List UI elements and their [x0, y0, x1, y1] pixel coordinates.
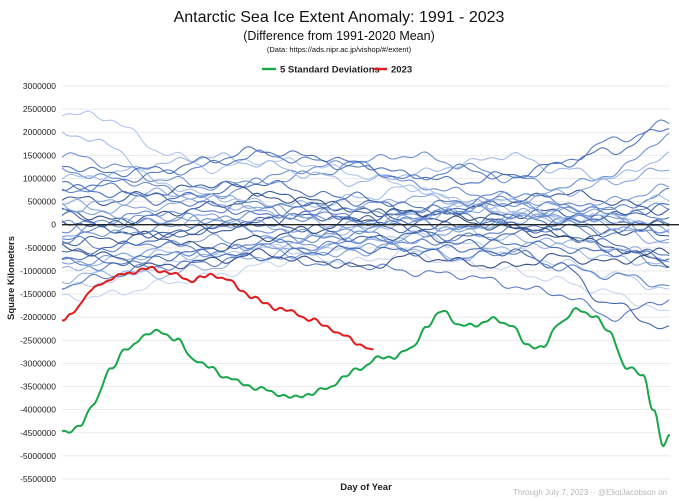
y-axis-label: Square Kilometers	[6, 236, 17, 320]
y-tick-label: 2500000	[23, 104, 56, 114]
chart-source: (Data: https://ads.nipr.ac.jp/vishop/#/e…	[267, 45, 412, 54]
year-line-2013	[61, 119, 670, 194]
y-tick-label: -1000000	[20, 266, 56, 276]
year-line-2011	[61, 237, 670, 285]
chart-subtitle: (Difference from 1991-2020 Mean)	[243, 29, 435, 43]
year-line-1994	[61, 188, 670, 272]
y-tick-label: 0	[51, 220, 56, 230]
background-year-lines	[61, 110, 670, 330]
chart-title: Antarctic Sea Ice Extent Anomaly: 1991 -…	[174, 9, 505, 26]
year-line-2022	[61, 253, 670, 322]
year-line-1999	[61, 131, 670, 225]
y-tick-label: -1500000	[20, 289, 56, 299]
y-tick-label: -4000000	[20, 405, 56, 415]
year-line-2018	[61, 239, 670, 267]
year-line-2021	[61, 191, 670, 238]
credit: Through July 7, 2023 ·· @EliotJacobson o…	[513, 488, 667, 497]
y-tick-label: 1000000	[23, 173, 56, 183]
year-line-2008	[61, 132, 670, 191]
legend: 5 Standard Deviations 2023	[262, 65, 412, 76]
year-line-2017	[61, 243, 670, 270]
y-tick-label: -4500000	[20, 428, 56, 438]
series-line-2023	[61, 265, 374, 351]
highlighted-series	[61, 265, 671, 448]
y-tick-label: 3000000	[23, 81, 56, 91]
year-line-1995	[61, 161, 670, 216]
y-tick-label: 500000	[28, 197, 57, 207]
year-line-2003	[61, 208, 670, 268]
y-tick-label: 2000000	[23, 127, 56, 137]
x-axis-label: Day of Year	[340, 482, 392, 493]
year-line-2004	[61, 181, 670, 226]
year-line-2014	[61, 128, 670, 185]
year-line-2019	[61, 235, 670, 288]
year-line-1997	[61, 194, 670, 244]
y-tick-label: -500000	[25, 243, 56, 253]
y-axis: 3000000 2500000 2000000 1500000 1000000 50000…	[20, 81, 56, 484]
year-line-2000	[61, 110, 670, 234]
y-tick-label: -3000000	[20, 358, 56, 368]
year-line-2015	[61, 201, 670, 268]
year-line-2006	[61, 180, 670, 257]
year-line-1991	[61, 192, 670, 243]
year-line-2007	[61, 190, 670, 244]
y-tick-label: -5000000	[20, 451, 56, 461]
series-line-5-standard-deviations	[61, 307, 671, 448]
year-line-2012	[61, 151, 670, 188]
legend-label-5-standard-deviations: 5 Standard Deviations	[280, 65, 380, 76]
y-tick-label: -2500000	[20, 335, 56, 345]
y-tick-label: 1500000	[23, 150, 56, 160]
year-line-2002	[61, 248, 670, 312]
y-tick-label: -5500000	[20, 474, 56, 484]
year-line-2005	[61, 202, 670, 255]
y-tick-label: -2000000	[20, 312, 56, 322]
y-tick-label: -3500000	[20, 382, 56, 392]
year-line-1998	[61, 216, 670, 271]
legend-label-2023: 2023	[391, 65, 412, 76]
